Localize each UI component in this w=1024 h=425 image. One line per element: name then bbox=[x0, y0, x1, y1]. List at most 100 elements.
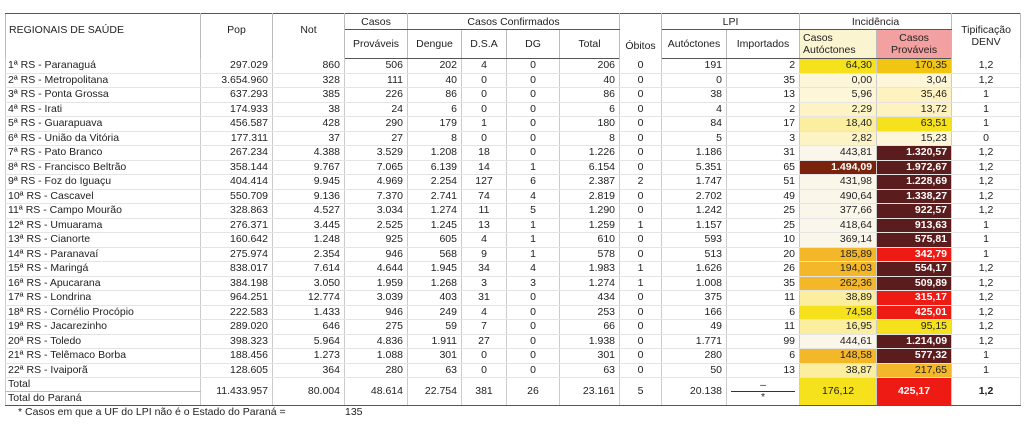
cell: 1 bbox=[951, 363, 1022, 378]
cell: 0 bbox=[506, 102, 560, 117]
cell: 1.771 bbox=[661, 334, 728, 349]
cell: 63 bbox=[558, 363, 621, 378]
cell: 4.969 bbox=[344, 174, 408, 190]
cell: 550.709 bbox=[200, 189, 273, 204]
cell: 0 bbox=[619, 232, 663, 248]
cell: 913,63 bbox=[876, 218, 953, 233]
cell: 0 bbox=[506, 305, 560, 320]
cell: 1 bbox=[951, 247, 1022, 262]
cell: 23.161 bbox=[558, 377, 621, 406]
cell: 6.154 bbox=[558, 160, 621, 175]
cell: 0 bbox=[506, 58, 560, 74]
table-total: Total 11.433.957 80.004 48.614 22.754 381 26 23… bbox=[5, 377, 1022, 406]
cell: 1 bbox=[461, 116, 507, 132]
cell: 1.226 bbox=[558, 145, 621, 161]
cell: 15,23 bbox=[876, 131, 953, 146]
cell: 49 bbox=[726, 189, 801, 204]
cell: 2,82 bbox=[799, 131, 878, 146]
cell: 4 bbox=[506, 189, 560, 204]
footnote-text: * Casos em que a UF do LPI não é o Estad… bbox=[18, 406, 286, 418]
cell: 3 bbox=[461, 276, 507, 291]
cell: 568 bbox=[407, 247, 462, 262]
table-row: 20ª RS - Toledo 398.323 5.964 4.836 1.911 27 0… bbox=[5, 334, 1022, 349]
cell: 249 bbox=[407, 305, 462, 320]
cell: 280 bbox=[344, 363, 408, 378]
cell: 99 bbox=[726, 334, 801, 349]
cell: 13 bbox=[726, 363, 801, 378]
cell: 0 bbox=[506, 334, 560, 349]
cell: 1.972,67 bbox=[876, 160, 953, 175]
cell: 206 bbox=[558, 58, 621, 74]
cell: 3.529 bbox=[344, 145, 408, 161]
cell: 1.228,69 bbox=[876, 174, 953, 190]
cell: – * bbox=[726, 377, 801, 406]
cell: 9.945 bbox=[272, 174, 345, 190]
cell: 443,81 bbox=[799, 145, 878, 161]
region-name: 2ª RS - Metropolitana bbox=[5, 73, 201, 88]
cell: 946 bbox=[344, 247, 408, 262]
cell: 4.836 bbox=[344, 334, 408, 349]
total-label: Total bbox=[5, 377, 201, 392]
cell: 217,65 bbox=[876, 363, 953, 378]
cell: 1.911 bbox=[407, 334, 462, 349]
cell: 0 bbox=[619, 305, 663, 320]
cell: 1,2 bbox=[951, 58, 1022, 74]
cell: 3.654.960 bbox=[200, 73, 273, 88]
cell: 64,30 bbox=[799, 58, 878, 74]
total-row: Total do Paraná bbox=[5, 391, 1021, 406]
cell: 434 bbox=[558, 290, 621, 306]
cell: 593 bbox=[661, 232, 728, 248]
cell: 0 bbox=[461, 87, 507, 103]
cell: 1.338,27 bbox=[876, 189, 953, 204]
region-name: 5ª RS - Guarapuava bbox=[5, 116, 201, 132]
column-header: Tipificação DENV bbox=[951, 13, 1022, 59]
cell: 38,89 bbox=[799, 290, 878, 306]
cell: 7 bbox=[461, 319, 507, 335]
cell: 0 bbox=[619, 145, 663, 161]
column-header: D.S.A bbox=[461, 29, 507, 59]
cell: 267.234 bbox=[200, 145, 273, 161]
cell: 128.605 bbox=[200, 363, 273, 378]
cell: 3 bbox=[726, 131, 801, 146]
column-header: Casos Autóctones bbox=[799, 29, 878, 59]
region-name: 6ª RS - União da Vitória bbox=[5, 131, 201, 146]
cell: 2.741 bbox=[407, 189, 462, 204]
cell: 509,89 bbox=[876, 276, 953, 291]
cell: 3.445 bbox=[272, 218, 345, 233]
cell: 315,17 bbox=[876, 290, 953, 306]
cell: 2 bbox=[726, 58, 801, 74]
cell: 14 bbox=[461, 160, 507, 175]
cell: 922,57 bbox=[876, 203, 953, 219]
table-body: 1ª RS - Paranaguá 297.029 860 506 202 4 0 206 0 1… bbox=[5, 58, 1022, 378]
cell: 1 bbox=[506, 247, 560, 262]
cell: 4 bbox=[506, 261, 560, 277]
cell: 1.290 bbox=[558, 203, 621, 219]
cell: 1 bbox=[619, 261, 663, 277]
cell: 4.644 bbox=[344, 261, 408, 277]
cell: 1,2 bbox=[951, 290, 1022, 306]
cell: 7.065 bbox=[344, 160, 408, 175]
cell: 369,14 bbox=[799, 232, 878, 248]
column-header: Importados bbox=[726, 29, 801, 59]
cell: 377,66 bbox=[799, 203, 878, 219]
cell: 180 bbox=[558, 116, 621, 132]
cell: 280 bbox=[661, 348, 728, 364]
cell: 301 bbox=[558, 348, 621, 364]
cell: 637.293 bbox=[200, 87, 273, 103]
cell: 1,2 bbox=[951, 160, 1022, 175]
cell: 2,29 bbox=[799, 102, 878, 117]
cell: 2.387 bbox=[558, 174, 621, 190]
cell: 0 bbox=[461, 348, 507, 364]
cell: 35 bbox=[726, 276, 801, 291]
cell: 188.456 bbox=[200, 348, 273, 364]
column-header: Casos Prováveis bbox=[876, 29, 953, 59]
cell: 63 bbox=[407, 363, 462, 378]
cell: 6 bbox=[506, 174, 560, 190]
cell: 0 bbox=[951, 131, 1022, 146]
cell: 3 bbox=[506, 276, 560, 291]
footnote: * Casos em que a UF do LPI não é o Estad… bbox=[18, 406, 363, 418]
cell: 946 bbox=[344, 305, 408, 320]
cell: 428 bbox=[272, 116, 345, 132]
cell: 0 bbox=[619, 131, 663, 146]
